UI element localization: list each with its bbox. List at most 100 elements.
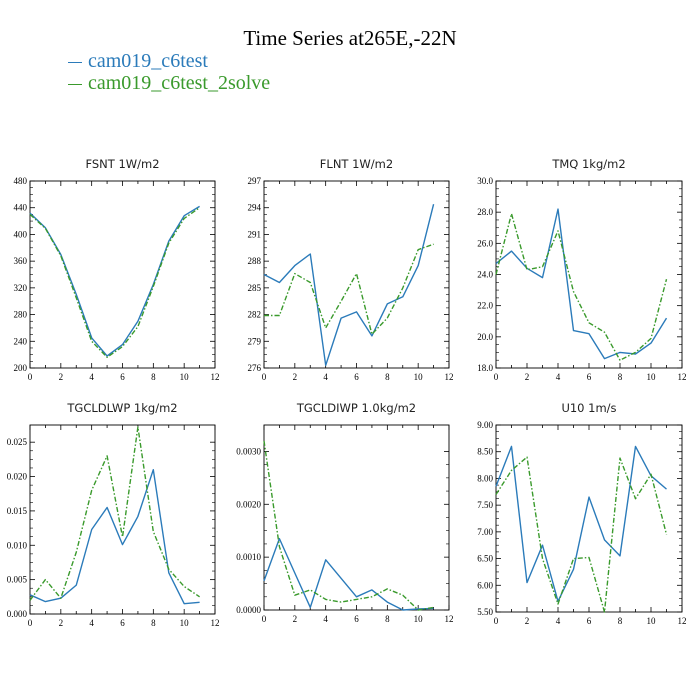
x-tick-label: 10 <box>414 614 424 624</box>
panel-frame <box>29 180 216 369</box>
x-tick-label: 2 <box>293 614 298 624</box>
y-tick-label: 6.50 <box>477 554 493 564</box>
panel-title: FLNT 1W/m2 <box>320 157 393 171</box>
legend-item-1: cam019_c6test <box>68 50 208 73</box>
y-tick-label: 0.020 <box>7 472 28 482</box>
y-tick-label: 20.0 <box>477 332 493 342</box>
x-tick-label: 12 <box>678 372 687 382</box>
x-tick-label: 6 <box>354 614 359 624</box>
x-tick-label: 12 <box>211 618 220 628</box>
series-line-cam019-c6test-2solve <box>264 243 434 335</box>
y-tick-label: 6.00 <box>477 580 493 590</box>
y-tick-label: 440 <box>14 203 28 213</box>
y-tick-label: 282 <box>248 310 262 320</box>
y-tick-label: 8.50 <box>477 447 493 457</box>
series-line-cam019-c6test-2solve <box>29 426 200 601</box>
y-tick-label: 320 <box>14 283 28 293</box>
x-tick-label: 0 <box>494 372 499 382</box>
x-tick-label: 8 <box>151 618 156 628</box>
x-tick-label: 6 <box>120 372 125 382</box>
x-tick-label: 10 <box>414 372 424 382</box>
series-line-cam019-c6test-2solve <box>263 440 434 611</box>
y-tick-label: 0.0030 <box>236 446 261 456</box>
y-tick-label: 480 <box>14 176 28 186</box>
x-tick-label: 12 <box>445 372 454 382</box>
y-tick-label: 7.00 <box>477 527 493 537</box>
series-line-cam019-c6test <box>495 445 667 602</box>
x-tick-label: 0 <box>262 372 267 382</box>
panel-title: TMQ 1kg/m2 <box>551 157 625 171</box>
y-tick-label: 294 <box>248 203 262 213</box>
panel-title: U10 1m/s <box>561 401 616 415</box>
series-line-cam019-c6test-2solve <box>495 456 668 613</box>
y-tick-label: 26.0 <box>477 238 493 248</box>
y-tick-label: 0.015 <box>7 506 28 516</box>
x-tick-label: 12 <box>445 614 454 624</box>
x-tick-label: 10 <box>180 618 190 628</box>
x-tick-label: 4 <box>89 372 94 382</box>
panel-frame <box>263 424 450 611</box>
legend-line-icon <box>68 61 82 63</box>
x-tick-label: 8 <box>151 372 156 382</box>
panel-frame <box>495 180 683 369</box>
legend-line-icon <box>68 83 82 85</box>
y-tick-label: 0.025 <box>7 437 28 447</box>
y-tick-label: 400 <box>14 229 28 239</box>
x-tick-label: 10 <box>180 372 190 382</box>
x-tick-label: 12 <box>211 372 220 382</box>
x-tick-label: 10 <box>647 616 657 626</box>
y-tick-label: 279 <box>248 336 262 346</box>
x-tick-label: 0 <box>28 372 33 382</box>
y-tick-label: 24.0 <box>477 270 493 280</box>
x-tick-label: 6 <box>587 616 592 626</box>
y-tick-label: 28.0 <box>477 207 493 217</box>
y-tick-label: 297 <box>248 176 262 186</box>
x-tick-label: 0 <box>28 618 33 628</box>
series-line-cam019-c6test <box>495 208 668 360</box>
y-tick-label: 280 <box>14 310 28 320</box>
y-tick-label: 0.000 <box>7 609 28 619</box>
panel-title: TGCLDLWP 1kg/m2 <box>66 401 177 415</box>
x-tick-label: 2 <box>59 372 64 382</box>
x-tick-label: 4 <box>556 372 561 382</box>
series-line-cam019-c6test <box>263 204 435 366</box>
figure-title: Time Series at265E,-22N <box>243 26 457 50</box>
panel-title: TGCLDIWP 1.0kg/m2 <box>296 401 416 415</box>
legend-label-1: cam019_c6test <box>88 50 208 72</box>
series-line-cam019-c6test-2solve <box>495 212 668 361</box>
legend-item-2: cam019_c6test_2solve <box>68 72 270 95</box>
y-tick-label: 291 <box>248 229 262 239</box>
x-tick-label: 8 <box>618 372 623 382</box>
x-tick-label: 4 <box>323 614 328 624</box>
y-tick-label: 0.0020 <box>236 499 261 509</box>
x-tick-label: 8 <box>385 372 390 382</box>
x-tick-label: 8 <box>385 614 390 624</box>
y-tick-label: 240 <box>14 336 28 346</box>
x-tick-label: 0 <box>262 614 267 624</box>
x-tick-label: 12 <box>678 616 687 626</box>
x-tick-label: 8 <box>618 616 623 626</box>
y-tick-label: 18.0 <box>477 363 493 373</box>
series-line-cam019-c6test-2solve <box>29 207 200 358</box>
legend-label-2: cam019_c6test_2solve <box>88 72 271 94</box>
x-tick-label: 4 <box>556 616 561 626</box>
x-tick-label: 4 <box>89 618 94 628</box>
x-tick-label: 6 <box>587 372 592 382</box>
series-line-cam019-c6test <box>29 469 200 605</box>
y-tick-label: 200 <box>14 363 28 373</box>
x-tick-label: 4 <box>323 372 328 382</box>
y-tick-label: 9.00 <box>477 420 493 430</box>
y-tick-label: 22.0 <box>477 301 493 311</box>
y-tick-label: 276 <box>248 363 262 373</box>
panel-frame <box>29 424 216 615</box>
y-tick-label: 30.0 <box>477 176 493 186</box>
y-tick-label: 285 <box>248 283 262 293</box>
panel-frame <box>495 424 683 613</box>
x-tick-label: 2 <box>525 616 530 626</box>
y-tick-label: 0.0010 <box>236 552 261 562</box>
y-tick-label: 288 <box>248 256 262 266</box>
y-tick-label: 5.50 <box>477 607 493 617</box>
series-line-cam019-c6test <box>263 537 434 611</box>
